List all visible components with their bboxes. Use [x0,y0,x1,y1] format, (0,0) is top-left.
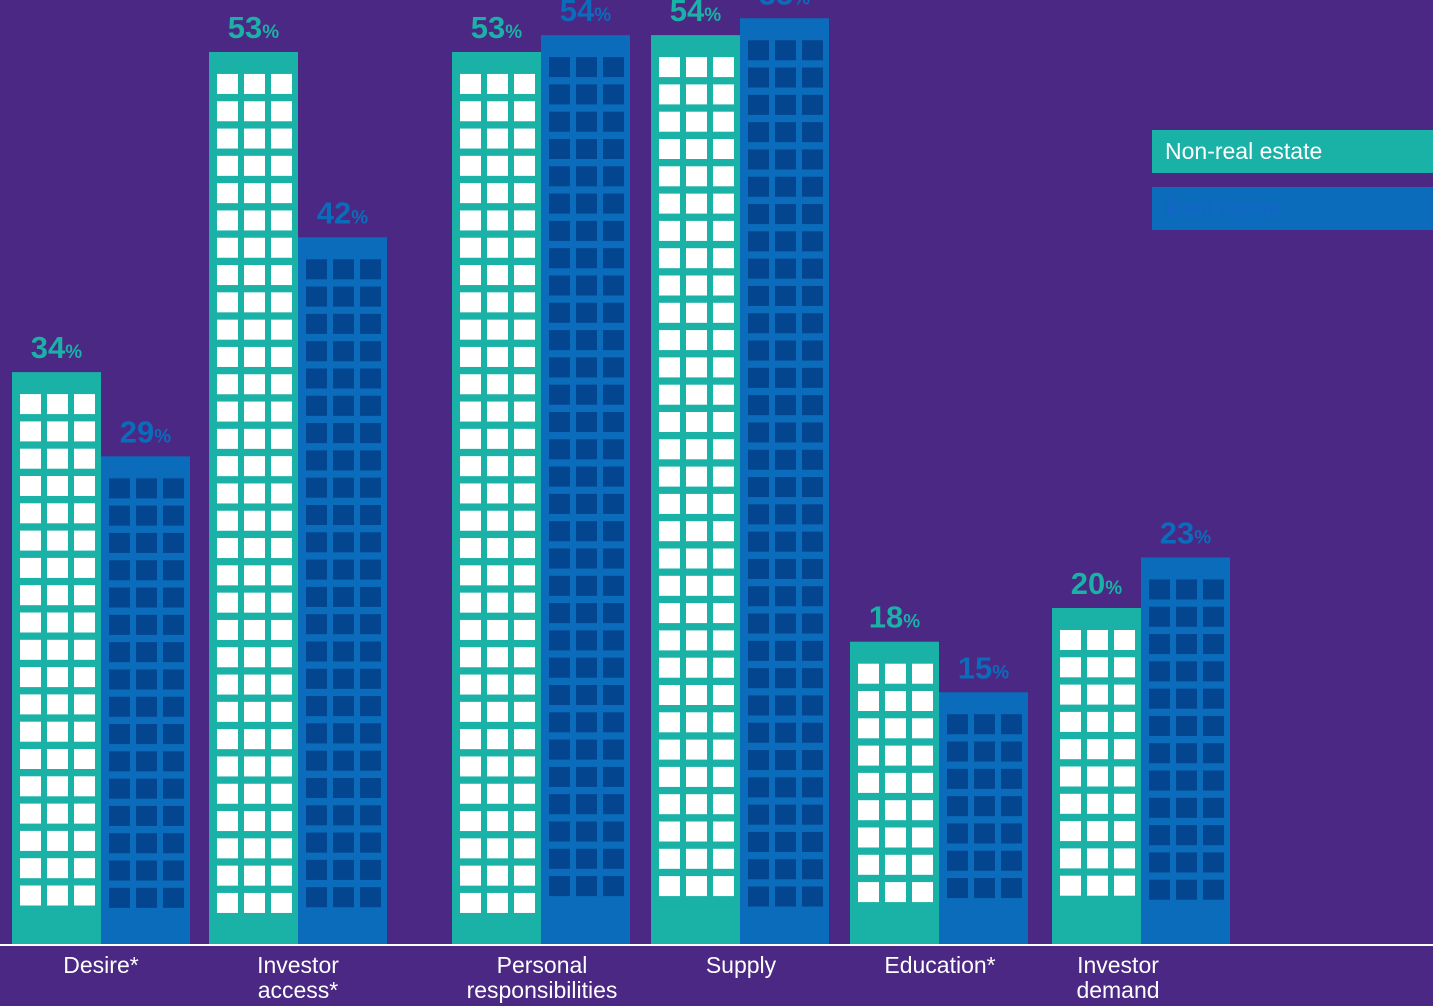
bar-investor-access-real-estate [298,237,387,946]
bar-windows [1149,579,1224,900]
value-label-education-real-estate: 15% [958,650,1009,685]
value-label-desire-non-real-estate: 34% [31,330,82,365]
value-label-supply-non-real-estate: 54% [670,0,721,28]
category-label-personal-responsibilities: Personal responsibilities [466,952,618,1003]
value-label-supply-real-estate: 55% [759,0,810,11]
bar-windows [20,394,95,906]
bar-windows [947,714,1022,899]
category-label-supply: Supply [705,952,777,978]
value-label-investor-demand-non-real-estate: 20% [1071,566,1122,601]
value-label-investor-access-non-real-estate: 53% [228,10,279,45]
bar-windows [748,40,823,907]
bar-windows [460,73,535,913]
category-label-education: Education* [884,952,996,978]
bar-windows [109,478,184,908]
value-label-desire-real-estate: 29% [120,414,171,449]
bar-investor-demand-real-estate [1141,557,1230,945]
bar-investor-access-non-real-estate [209,51,298,945]
bar-personal-responsibilities-non-real-estate [452,51,541,945]
bar-windows [549,57,624,897]
bar-windows [217,73,292,913]
legend-label-real-estate: Real estate [1165,195,1282,221]
bar-desire-non-real-estate [12,372,101,946]
bar-supply-real-estate [740,18,829,945]
value-label-education-non-real-estate: 18% [869,600,920,635]
bar-windows [306,259,381,908]
legend-item-non-real-estate: Non-real estate [1152,130,1433,173]
legend-label-non-real-estate: Non-real estate [1165,138,1323,164]
bar-personal-responsibilities-real-estate [541,35,630,946]
bar-education-real-estate [939,692,1028,945]
category-label-investor-demand: Investor demand [1076,952,1160,1003]
value-label-personal-responsibilities-real-estate: 54% [560,0,611,28]
legend-item-real-estate: Real estate [1152,187,1433,230]
value-label-personal-responsibilities-non-real-estate: 53% [471,10,522,45]
bar-investor-demand-non-real-estate [1052,608,1141,945]
bar-supply-non-real-estate [651,35,740,946]
category-label-investor-access: Investor access* [257,952,339,1003]
bar-windows [659,57,734,897]
bar-windows [1060,630,1135,896]
bar-education-non-real-estate [850,641,939,945]
value-label-investor-demand-real-estate: 23% [1160,515,1211,550]
value-label-investor-access-real-estate: 42% [317,195,368,230]
category-label-desire: Desire* [63,952,139,978]
bar-desire-real-estate [101,456,190,945]
bar-windows [858,663,933,903]
